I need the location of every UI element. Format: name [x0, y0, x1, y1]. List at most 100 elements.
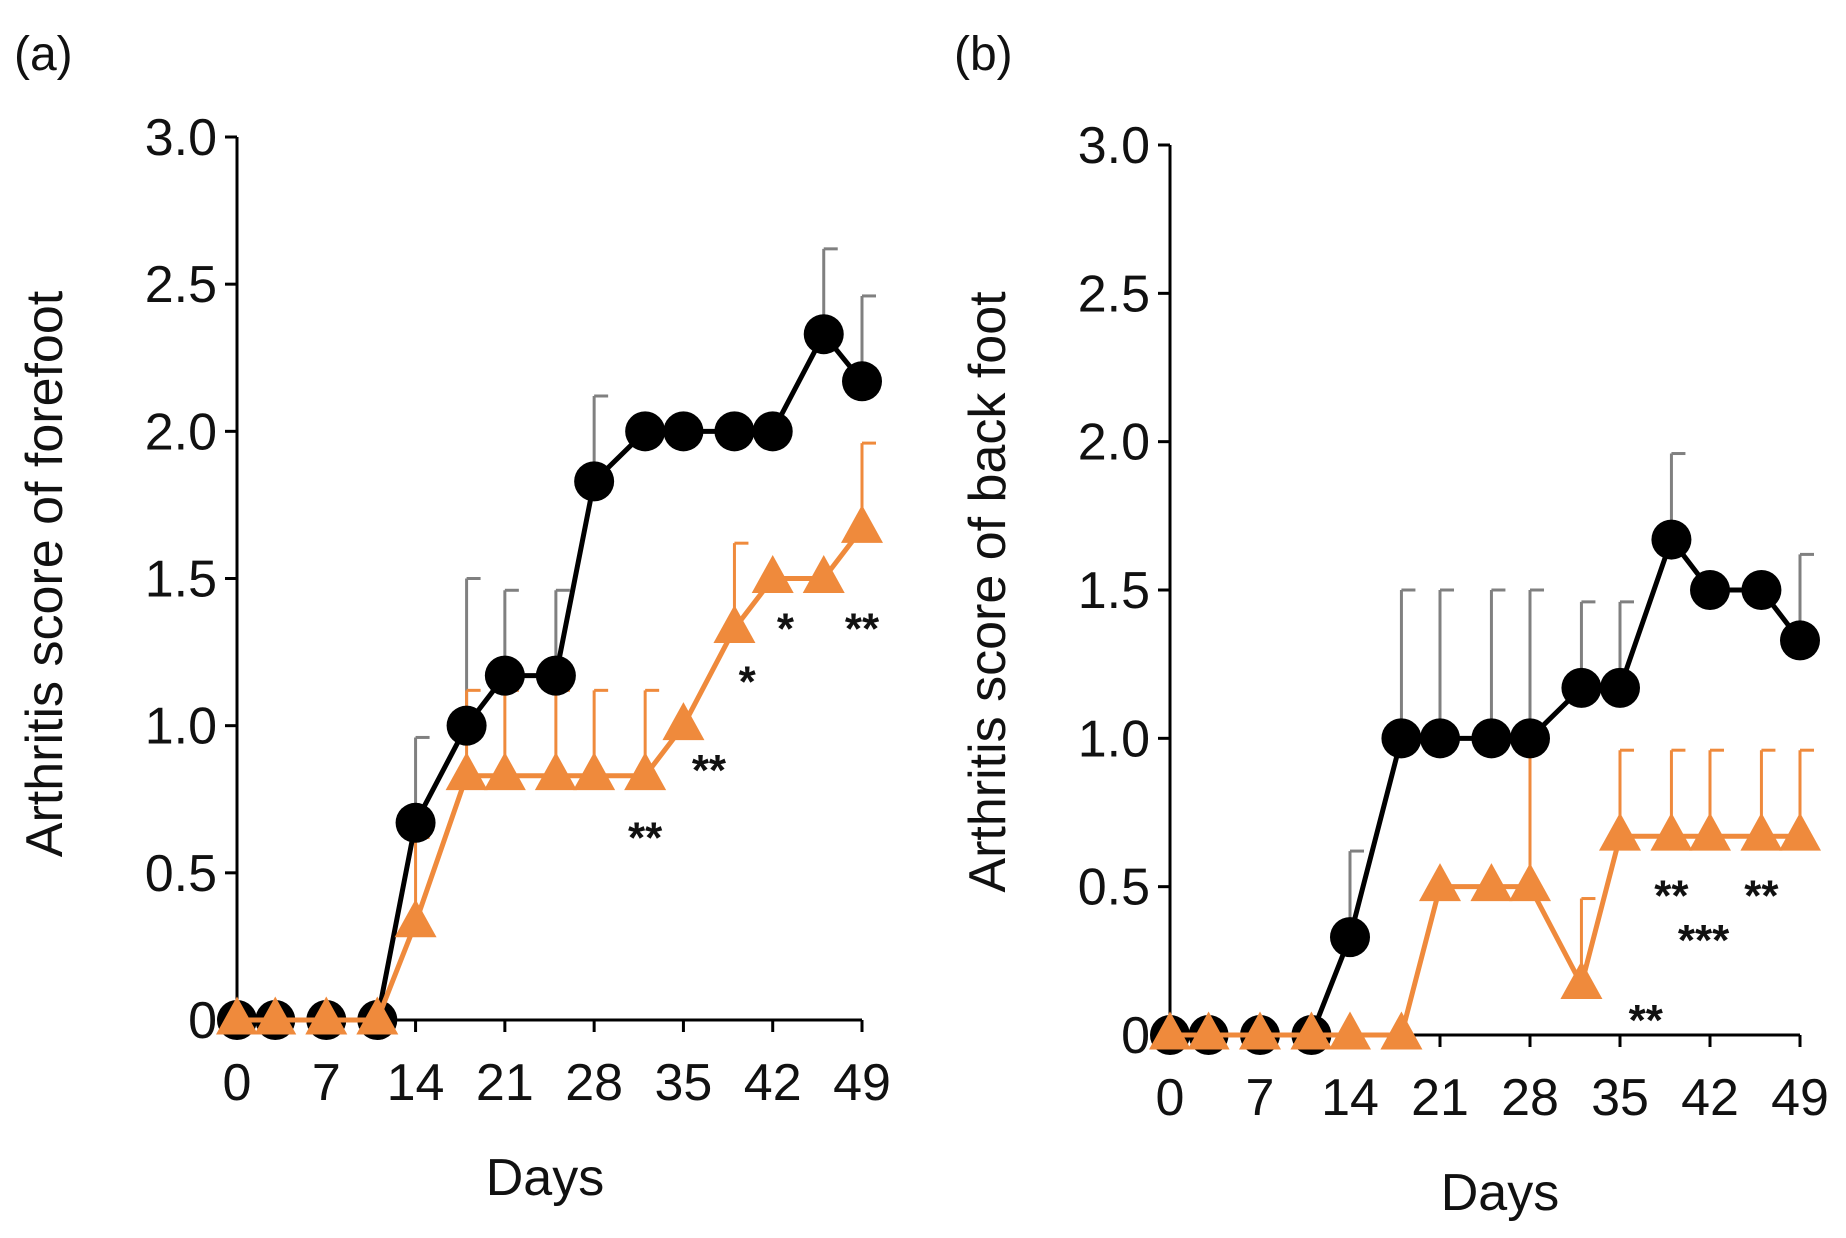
panel-b: (b) Days Arthritis score of back foot 00… [954, 28, 1829, 1222]
data-point-circle [1690, 570, 1730, 610]
significance-annotation: ** [628, 814, 663, 863]
data-point-triangle [534, 752, 577, 791]
data-point-triangle [216, 996, 258, 1035]
panel-label: (a) [14, 28, 73, 81]
panel-label: (b) [954, 28, 1013, 81]
data-point-circle [1651, 519, 1692, 560]
significance-annotation: * [777, 605, 795, 654]
significance-annotation: * [739, 658, 757, 707]
significance-annotation: ** [845, 605, 880, 654]
x-tick-label: 21 [476, 1054, 534, 1112]
y-tick-label: 2.5 [145, 256, 217, 314]
x-tick-label: 35 [655, 1054, 713, 1112]
x-tick-label: 42 [1681, 1069, 1739, 1127]
y-axis-title: Arthritis score of back foot [959, 291, 1017, 893]
x-axis-title: Days [486, 1149, 604, 1207]
x-tick-label: 49 [1771, 1069, 1829, 1127]
data-point-triangle [1689, 812, 1731, 851]
data-point-circle [535, 655, 576, 696]
data-point-triangle [483, 752, 526, 791]
x-axis-title: Days [1441, 1164, 1559, 1222]
x-tick-label: 35 [1591, 1069, 1649, 1127]
data-point-triangle [305, 996, 348, 1035]
data-point-triangle [662, 702, 705, 741]
data-point-triangle [1779, 812, 1821, 851]
x-tick-label: 42 [744, 1054, 802, 1112]
data-point-circle [714, 411, 755, 452]
data-point-triangle [254, 996, 297, 1035]
y-axis-title: Arthritis score of forefoot [16, 290, 74, 857]
x-tick-label: 0 [223, 1054, 252, 1112]
data-point-triangle [445, 752, 488, 791]
data-point-circle [446, 705, 487, 746]
data-point-triangle [356, 996, 399, 1035]
y-tick-label: 1.0 [1078, 710, 1150, 768]
x-tick-label: 49 [833, 1054, 891, 1112]
data-point-triangle [1740, 812, 1783, 851]
data-point-circle [625, 411, 666, 452]
data-point-triangle [1329, 1011, 1371, 1050]
data-point-circle [1510, 718, 1550, 759]
significance-annotation: ** [1744, 872, 1779, 921]
x-tick-label: 0 [1156, 1069, 1185, 1127]
significance-annotation: ** [692, 746, 727, 795]
data-point-triangle [1470, 863, 1513, 902]
y-tick-label: 1.5 [1078, 562, 1150, 620]
data-point-triangle [1239, 1011, 1281, 1050]
data-point-circle [484, 655, 525, 696]
data-point-circle [1741, 570, 1782, 610]
y-tick-label: 0.5 [145, 845, 217, 903]
y-tick-label: 1.5 [145, 551, 217, 609]
data-point-triangle [802, 554, 845, 593]
x-tick-label: 14 [1321, 1069, 1379, 1127]
significance-annotation: ** [1629, 996, 1664, 1045]
data-point-circle [1600, 667, 1640, 708]
data-point-triangle [573, 752, 616, 791]
y-tick-label: 0 [188, 992, 217, 1050]
y-tick-label: 2.5 [1078, 265, 1150, 323]
data-point-circle [1330, 917, 1370, 958]
data-point-circle [1420, 718, 1460, 759]
data-point-circle [1471, 718, 1512, 759]
data-point-triangle [1187, 1011, 1230, 1050]
data-point-circle [1561, 667, 1602, 708]
x-tick-label: 28 [1501, 1069, 1559, 1127]
data-point-triangle [751, 554, 794, 593]
y-tick-label: 2.0 [1078, 414, 1150, 472]
y-tick-label: 3.0 [1078, 117, 1150, 175]
y-tick-label: 0.5 [1078, 859, 1150, 917]
data-point-triangle [394, 899, 437, 938]
x-tick-label: 14 [387, 1054, 445, 1112]
data-point-triangle [1419, 863, 1461, 902]
data-point-circle [395, 802, 436, 843]
x-tick-label: 21 [1411, 1069, 1469, 1127]
data-point-circle [803, 314, 844, 355]
data-point-circle [1381, 718, 1422, 759]
y-tick-label: 0 [1121, 1007, 1150, 1065]
data-point-circle [663, 411, 704, 452]
data-point-triangle [1149, 1011, 1191, 1050]
data-point-triangle [1650, 812, 1693, 851]
data-point-triangle [841, 504, 883, 543]
data-point-circle [752, 411, 793, 452]
significance-annotation: *** [1678, 916, 1730, 965]
x-tick-label: 28 [565, 1054, 623, 1112]
x-tick-label: 7 [312, 1054, 341, 1112]
significance-annotation: ** [1654, 872, 1689, 921]
data-point-triangle [1599, 812, 1641, 851]
x-tick-label: 7 [1246, 1069, 1275, 1127]
data-point-circle [574, 461, 615, 502]
y-tick-label: 2.0 [145, 403, 217, 461]
y-tick-label: 1.0 [145, 698, 217, 756]
data-point-triangle [1290, 1011, 1333, 1050]
data-point-triangle [1509, 863, 1551, 902]
y-tick-label: 3.0 [145, 109, 217, 167]
panel-a: (a) Days Arthritis score of forefoot 0 0.… [14, 28, 891, 1207]
data-point-circle [842, 361, 882, 402]
data-point-triangle [624, 752, 667, 791]
data-point-circle [1780, 620, 1820, 661]
data-point-triangle [713, 604, 756, 643]
data-point-triangle [1560, 961, 1603, 1000]
data-point-triangle [1380, 1011, 1423, 1050]
